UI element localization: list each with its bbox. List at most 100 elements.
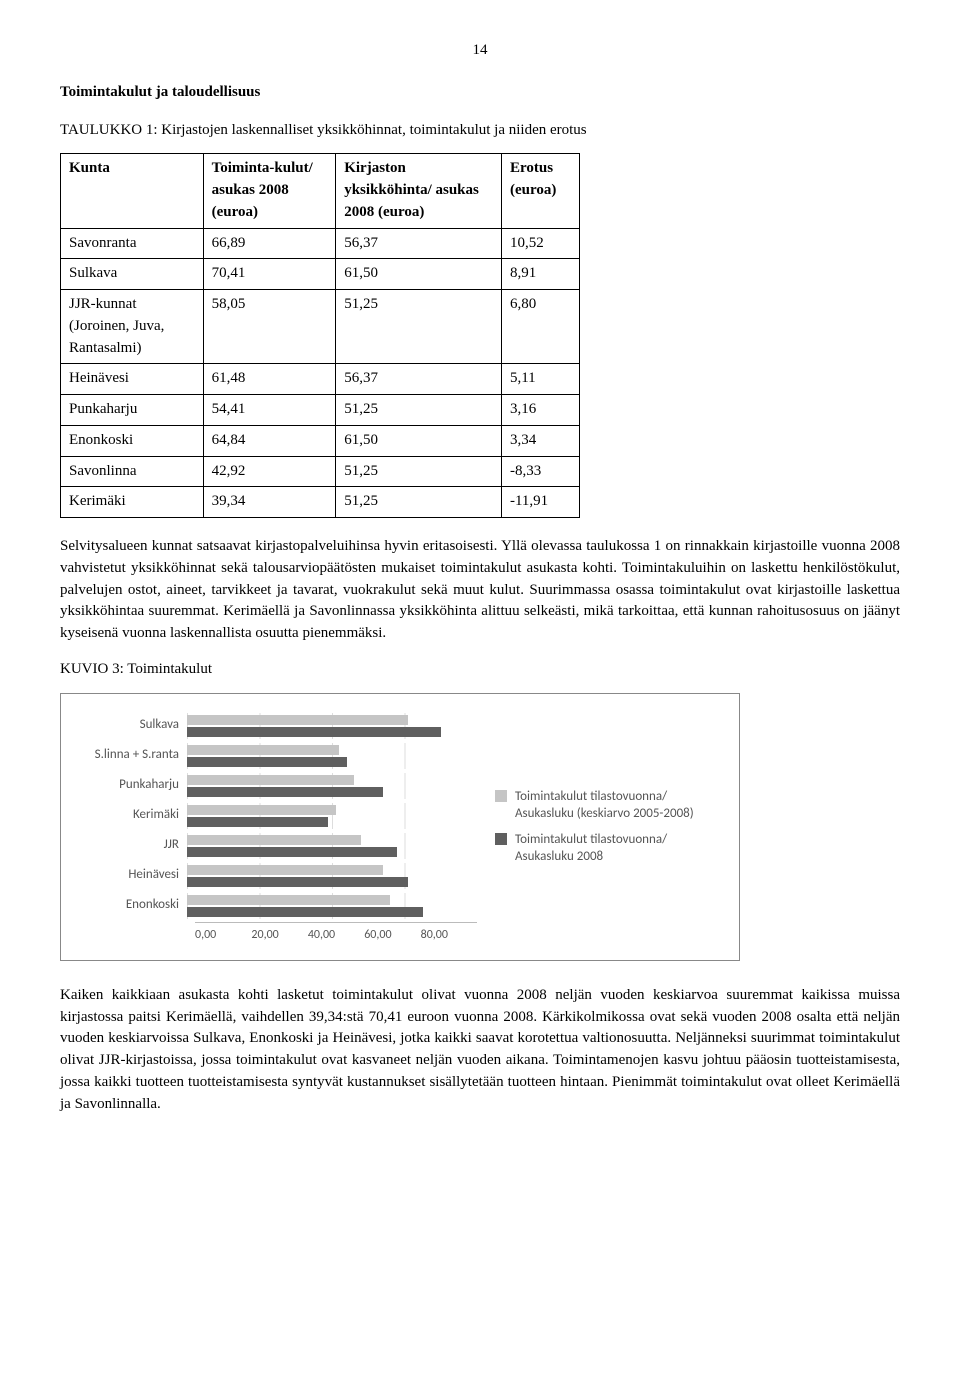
table-cell: 10,52 bbox=[501, 228, 579, 259]
table-cell: 64,84 bbox=[203, 425, 336, 456]
chart-bar-row: JJR bbox=[77, 832, 477, 860]
chart-plot-area: Sulkava S.linna + S.ranta Punkaharju Kerimä… bbox=[77, 710, 477, 944]
table-cell: JJR-kunnat (Joroinen, Juva, Rantasalmi) bbox=[61, 290, 204, 364]
chart-bar-row: S.linna + S.ranta bbox=[77, 742, 477, 770]
chart-x-tick: 0,00 bbox=[195, 927, 251, 944]
table-header-cell: Toiminta-kulut/ asukas 2008 (euroa) bbox=[203, 154, 336, 228]
table-caption: TAULUKKO 1: Kirjastojen laskennalliset y… bbox=[60, 120, 900, 142]
table-header-cell: Erotus (euroa) bbox=[501, 154, 579, 228]
table-cell: 70,41 bbox=[203, 259, 336, 290]
table-cell: 39,34 bbox=[203, 487, 336, 518]
chart-category-label: S.linna + S.ranta bbox=[77, 746, 187, 765]
table-cell: -11,91 bbox=[501, 487, 579, 518]
table-row: Savonlinna42,9251,25-8,33 bbox=[61, 456, 580, 487]
table-cell: Punkaharju bbox=[61, 395, 204, 426]
table-cell: -8,33 bbox=[501, 456, 579, 487]
chart-bar-avg bbox=[187, 835, 361, 845]
chart-bar-cur bbox=[187, 847, 397, 857]
table-row: Sulkava70,4161,508,91 bbox=[61, 259, 580, 290]
table-cell: 61,50 bbox=[336, 425, 502, 456]
chart-x-tick: 60,00 bbox=[364, 927, 420, 944]
chart-category-label: Punkaharju bbox=[77, 776, 187, 795]
table-cell: 56,37 bbox=[336, 364, 502, 395]
chart-bar-track bbox=[187, 713, 477, 739]
chart-bar-row: Punkaharju bbox=[77, 772, 477, 800]
table-row: Enonkoski64,8461,503,34 bbox=[61, 425, 580, 456]
table-cell: 51,25 bbox=[336, 456, 502, 487]
table-cell: 54,41 bbox=[203, 395, 336, 426]
table-cell: Savonranta bbox=[61, 228, 204, 259]
chart-x-tick: 20,00 bbox=[251, 927, 307, 944]
table-cell: 8,91 bbox=[501, 259, 579, 290]
table-row: JJR-kunnat (Joroinen, Juva, Rantasalmi)5… bbox=[61, 290, 580, 364]
chart-bar-avg bbox=[187, 895, 390, 905]
chart-bar-track bbox=[187, 803, 477, 829]
legend-item-avg: Toimintakulut tilastovuonna/ Asukasluku … bbox=[495, 788, 723, 823]
table-cell: 42,92 bbox=[203, 456, 336, 487]
chart-bar-avg bbox=[187, 775, 354, 785]
table-row: Heinävesi61,4856,375,11 bbox=[61, 364, 580, 395]
legend-swatch-cur bbox=[495, 833, 507, 845]
chart-category-label: Sulkava bbox=[77, 716, 187, 735]
chart-category-label: Enonkoski bbox=[77, 896, 187, 915]
table-cell: Enonkoski bbox=[61, 425, 204, 456]
table-row: Savonranta66,8956,3710,52 bbox=[61, 228, 580, 259]
page-number: 14 bbox=[60, 40, 900, 62]
table-cell: 3,16 bbox=[501, 395, 579, 426]
paragraph-1: Selvitysalueen kunnat satsaavat kirjasto… bbox=[60, 536, 900, 645]
table-row: Kerimäki39,3451,25-11,91 bbox=[61, 487, 580, 518]
table-cell: Kerimäki bbox=[61, 487, 204, 518]
table-cell: 51,25 bbox=[336, 487, 502, 518]
table-cell: 5,11 bbox=[501, 364, 579, 395]
chart-container: Sulkava S.linna + S.ranta Punkaharju Kerimä… bbox=[60, 693, 740, 961]
table-cell: Heinävesi bbox=[61, 364, 204, 395]
chart-x-axis: 0,0020,0040,0060,0080,00 bbox=[195, 922, 477, 944]
chart-category-label: Kerimäki bbox=[77, 806, 187, 825]
table-header-cell: Kunta bbox=[61, 154, 204, 228]
chart-bar-cur bbox=[187, 727, 441, 737]
chart-bar-row: Sulkava bbox=[77, 712, 477, 740]
chart-bar-track bbox=[187, 773, 477, 799]
chart-bar-avg bbox=[187, 805, 336, 815]
chart-bar-row: Enonkoski bbox=[77, 892, 477, 920]
chart-bar-row: Heinävesi bbox=[77, 862, 477, 890]
table-cell: 61,48 bbox=[203, 364, 336, 395]
legend-item-cur: Toimintakulut tilastovuonna/ Asukasluku … bbox=[495, 831, 723, 866]
chart-category-label: Heinävesi bbox=[77, 866, 187, 885]
table-cell: 58,05 bbox=[203, 290, 336, 364]
table-cell: 6,80 bbox=[501, 290, 579, 364]
chart-bar-cur bbox=[187, 817, 328, 827]
chart-bar-track bbox=[187, 863, 477, 889]
chart-bar-avg bbox=[187, 865, 383, 875]
table-row: Punkaharju54,4151,253,16 bbox=[61, 395, 580, 426]
table-cell: 3,34 bbox=[501, 425, 579, 456]
chart-bar-track bbox=[187, 833, 477, 859]
chart-bar-track bbox=[187, 743, 477, 769]
legend-label-cur: Toimintakulut tilastovuonna/ Asukasluku … bbox=[515, 831, 723, 866]
legend-label-avg: Toimintakulut tilastovuonna/ Asukasluku … bbox=[515, 788, 723, 823]
table-cell: 51,25 bbox=[336, 395, 502, 426]
data-table: KuntaToiminta-kulut/ asukas 2008 (euroa)… bbox=[60, 153, 580, 518]
legend-swatch-avg bbox=[495, 790, 507, 802]
table-header-cell: Kirjaston yksikköhinta/ asukas 2008 (eur… bbox=[336, 154, 502, 228]
chart-x-tick: 40,00 bbox=[308, 927, 364, 944]
table-cell: 61,50 bbox=[336, 259, 502, 290]
chart-bar-track bbox=[187, 893, 477, 919]
table-cell: 51,25 bbox=[336, 290, 502, 364]
chart-bar-row: Kerimäki bbox=[77, 802, 477, 830]
chart-bar-cur bbox=[187, 877, 408, 887]
table-cell: 66,89 bbox=[203, 228, 336, 259]
chart-bar-avg bbox=[187, 745, 339, 755]
paragraph-2: Kaiken kaikkiaan asukasta kohti lasketut… bbox=[60, 985, 900, 1116]
section-title: Toimintakulut ja taloudellisuus bbox=[60, 82, 900, 104]
table-cell: Savonlinna bbox=[61, 456, 204, 487]
table-cell: Sulkava bbox=[61, 259, 204, 290]
chart-bar-cur bbox=[187, 907, 423, 917]
chart-category-label: JJR bbox=[77, 836, 187, 855]
chart-x-tick: 80,00 bbox=[421, 927, 477, 944]
table-cell: 56,37 bbox=[336, 228, 502, 259]
chart-bar-cur bbox=[187, 787, 383, 797]
chart-caption: KUVIO 3: Toimintakulut bbox=[60, 659, 900, 681]
chart-legend: Toimintakulut tilastovuonna/ Asukasluku … bbox=[495, 780, 723, 874]
chart-bar-cur bbox=[187, 757, 347, 767]
